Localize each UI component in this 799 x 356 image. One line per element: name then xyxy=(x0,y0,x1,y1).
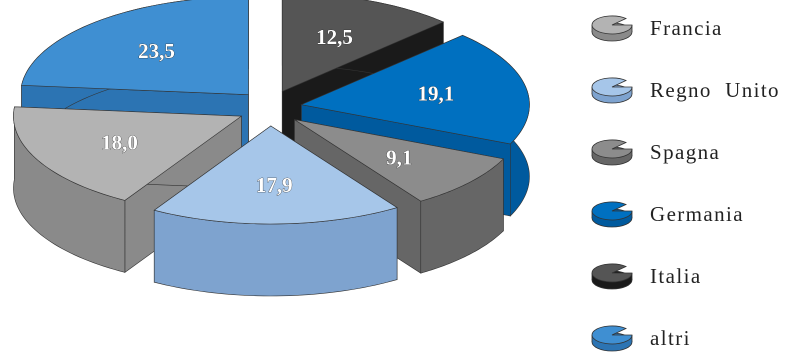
legend-label: Regno Unito xyxy=(650,77,780,102)
legend-label: Spagna xyxy=(650,139,721,164)
legend-swatch-icon xyxy=(591,15,633,42)
pie-slice-top xyxy=(294,119,504,202)
legend-item: Germania xyxy=(588,196,744,232)
pie-slice-top xyxy=(21,0,249,95)
pie-chart: 12,5 23,5 19,1 18,0 9,1 17,9 xyxy=(13,0,530,297)
legend-item: altri xyxy=(588,320,691,356)
legend-item: Regno Unito xyxy=(588,72,780,108)
legend-label: Francia xyxy=(650,15,723,40)
legend-swatch-icon xyxy=(591,139,633,166)
legend-swatch-icon xyxy=(591,325,633,352)
data-label: 18,0 xyxy=(101,131,138,155)
pie-slice-top xyxy=(13,106,243,201)
pie-slice-top xyxy=(281,0,445,92)
legend-label: Germania xyxy=(650,201,744,226)
data-label: 12,5 xyxy=(316,25,353,49)
data-label: 9,1 xyxy=(386,145,412,169)
legend-swatch-icon xyxy=(591,263,633,290)
legend-label: altri xyxy=(650,325,691,350)
legend-item: Italia xyxy=(588,258,702,294)
data-label: 17,9 xyxy=(256,173,293,197)
legend-item: Spagna xyxy=(588,134,720,170)
legend-swatch-icon xyxy=(591,77,633,104)
pie-slice-top xyxy=(153,125,398,225)
legend-label: Italia xyxy=(650,263,702,288)
pie-slice-top xyxy=(300,34,530,145)
data-label: 19,1 xyxy=(417,82,454,106)
legend-swatch-icon xyxy=(591,201,633,228)
pie-slice-regno-unito: 17,9 xyxy=(153,125,398,297)
legend-item: Francia xyxy=(588,10,723,46)
data-label: 23,5 xyxy=(138,39,175,63)
